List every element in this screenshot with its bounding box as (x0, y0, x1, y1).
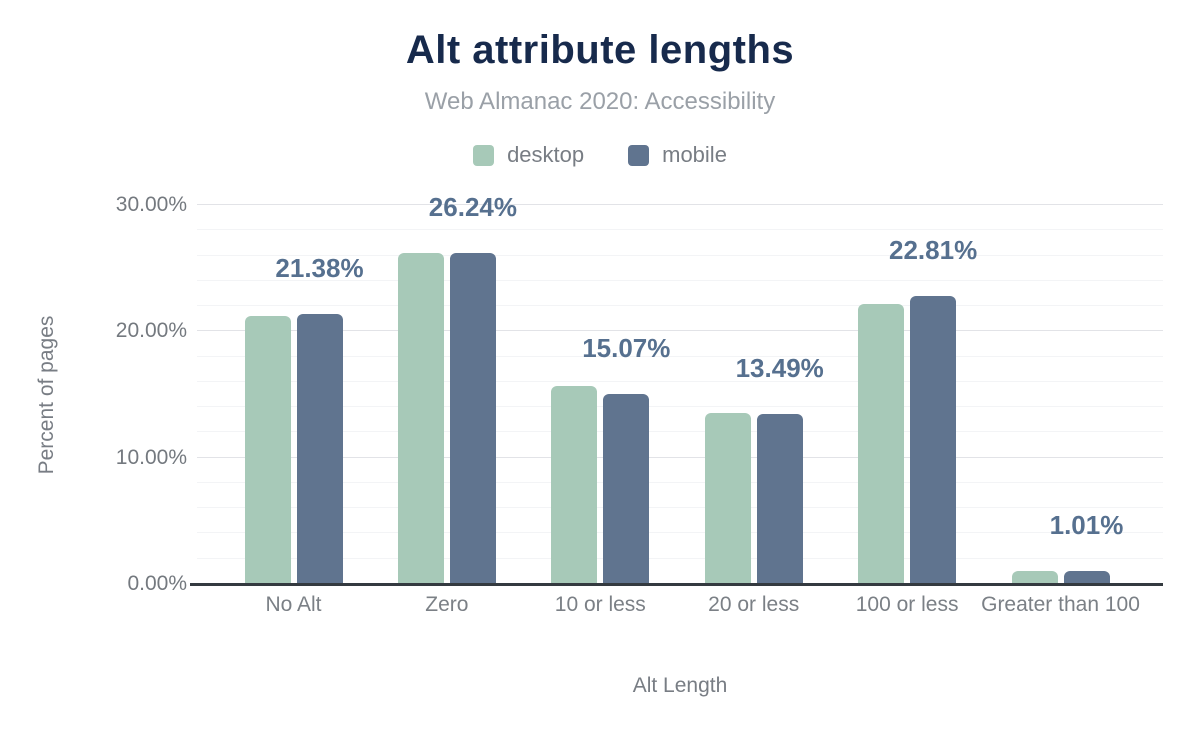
chart-subtitle: Web Almanac 2020: Accessibility (424, 88, 776, 115)
legend: desktop mobile (0, 142, 1200, 168)
data-label-4: 22.81% (889, 234, 978, 265)
legend-label-mobile: mobile (662, 142, 727, 167)
minor-gridline (197, 254, 1163, 256)
minor-gridline (197, 431, 1163, 433)
minor-gridline (197, 406, 1163, 408)
minor-gridline (197, 380, 1163, 382)
bar-desktop-1 (397, 253, 444, 584)
legend-item-mobile[interactable]: mobile (628, 142, 727, 168)
data-label-0: 21.38% (275, 252, 364, 283)
bar-mobile-2 (603, 393, 650, 584)
legend-item-desktop[interactable]: desktop (473, 142, 584, 168)
major-gridline (197, 456, 1163, 458)
bar-mobile-5 (1063, 571, 1110, 584)
minor-gridline (197, 481, 1163, 483)
bar-mobile-3 (756, 413, 803, 584)
bar-desktop-4 (858, 303, 905, 584)
data-label-2: 15.07% (582, 332, 671, 363)
data-label-1: 26.24% (428, 191, 517, 222)
minor-gridline (197, 355, 1163, 357)
minor-gridline (197, 532, 1163, 534)
x-tick-label-3: 20 or less (708, 593, 800, 616)
bar-desktop-2 (551, 385, 598, 584)
x-axis-line (190, 583, 1163, 586)
desktop-legend-swatch-icon (473, 144, 495, 166)
minor-gridline (197, 305, 1163, 307)
x-tick-label-2: 10 or less (554, 593, 646, 616)
major-gridline (197, 330, 1163, 332)
chart-title: Alt attribute lengths (405, 28, 795, 72)
minor-gridline (197, 279, 1163, 281)
bar-mobile-0 (296, 313, 343, 584)
data-label-5: 1.01% (1049, 510, 1124, 541)
y-tick-label: 0.00% (127, 572, 187, 595)
x-tick-label-0: No Alt (265, 593, 322, 616)
major-gridline (197, 204, 1163, 205)
y-axis-title: Percent of pages (35, 315, 58, 475)
bar-mobile-1 (449, 252, 496, 584)
x-tick-label-4: 100 or less (855, 593, 959, 616)
minor-gridline (197, 557, 1163, 559)
minor-gridline (197, 507, 1163, 509)
plot-area: 21.38% 26.24% 15.07% 13.49% 22.81% 1.01% (197, 192, 1163, 584)
x-tick-label-5: Greater than 100 (981, 593, 1140, 616)
y-tick-label: 20.00% (115, 319, 187, 343)
data-label-3: 13.49% (735, 352, 824, 383)
y-tick-label: 10.00% (115, 445, 187, 469)
bar-mobile-4 (910, 295, 957, 584)
mobile-legend-swatch-icon (628, 144, 650, 166)
y-tick-label: 30.00% (115, 193, 187, 216)
x-axis-title: Alt Length (632, 674, 728, 697)
legend-label-desktop: desktop (507, 142, 585, 167)
bar-desktop-5 (1011, 571, 1058, 584)
bar-desktop-0 (244, 316, 291, 584)
minor-gridline (197, 229, 1163, 231)
x-tick-label-1: Zero (425, 593, 469, 616)
bar-desktop-3 (704, 412, 751, 584)
